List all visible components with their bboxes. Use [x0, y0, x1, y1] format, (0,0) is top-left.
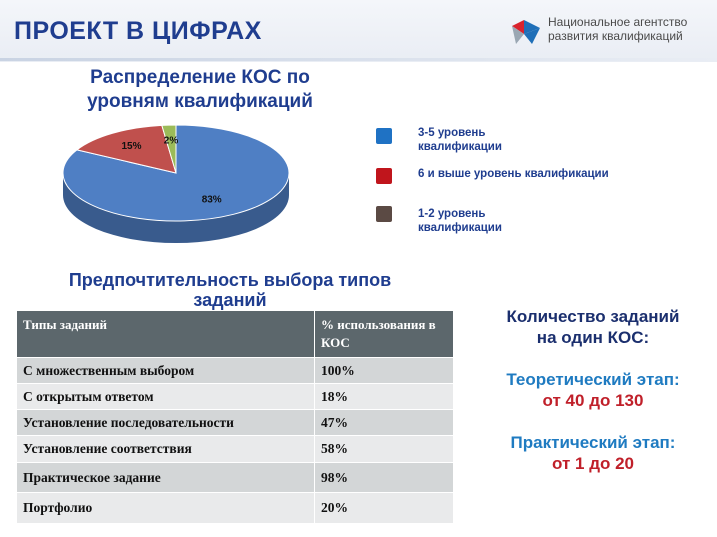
legend-label-line2: квалификации [418, 141, 502, 153]
legend-label: 1-2 уровень квалификации [418, 207, 502, 235]
page-title: ПРОЕКТ В ЦИФРАХ [14, 17, 262, 45]
pie-legend: 3-5 уровень квалификации 6 и выше уровен… [376, 126, 706, 246]
agency-name-line1: Национальное агентство [548, 15, 688, 29]
tasks-per-kos-summary: Количество заданий на один КОС: Теоретич… [478, 306, 708, 474]
table-title-line1: Предпочтительность выбора типов [68, 270, 392, 290]
pie-slice-side [63, 173, 289, 243]
pie-slice [75, 124, 177, 174]
summary-heading-line2: на один КОС: [536, 328, 650, 347]
table-header-row: Типы заданий % использования в КОС [17, 311, 453, 358]
table-row: Практическое задание 98% [17, 462, 453, 493]
cell-type: Практическое задание [17, 462, 315, 493]
agency-name-line2: развития квалификаций [548, 29, 683, 43]
table-row: Портфолио 20% [17, 492, 453, 523]
task-types-table: Типы заданий % использования в КОС С мно… [17, 311, 453, 523]
pie-data-label: 15% [121, 141, 141, 152]
header-divider [0, 58, 717, 61]
pie-data-label: 2% [164, 136, 179, 147]
legend-swatch [376, 206, 392, 222]
header-bar [0, 0, 717, 62]
pie-data-label: 83% [202, 195, 222, 206]
cell-percent: 98% [314, 462, 453, 493]
legend-swatch [376, 168, 392, 184]
practice-stage-value: от 1 до 20 [552, 454, 634, 473]
table-row: С открытым ответом 18% [17, 383, 453, 410]
pie-slice [161, 124, 177, 174]
cell-percent: 47% [314, 409, 453, 436]
column-header-type: Типы заданий [17, 311, 315, 358]
pie-chart-title: Распределение КОС по уровням квалификаци… [60, 66, 340, 114]
cell-percent: 20% [314, 492, 453, 523]
practice-stage-label: Практический этап: [510, 433, 676, 452]
theory-stage-label: Теоретический этап: [506, 370, 680, 389]
pie-chart-title-line2: уровням квалификаций [87, 91, 313, 112]
table-title: Предпочтительность выбора типов заданий [30, 270, 430, 310]
table-row: Установление последовательности 47% [17, 409, 453, 436]
table-row: Установление соответствия 58% [17, 435, 453, 463]
legend-label-line1: 3-5 уровень [418, 127, 486, 139]
theory-stage-value: от 40 до 130 [542, 391, 644, 410]
agency-name: Национальное агентство развития квалифик… [548, 15, 687, 43]
cell-type: Установление последовательности [17, 409, 315, 436]
legend-label-line1: 1-2 уровень [418, 208, 486, 220]
legend-label-line1: 6 и выше уровень квалификации [418, 168, 609, 180]
pie-chart-title-line1: Распределение КОС по [90, 67, 310, 88]
cell-type: С множественным выбором [17, 357, 315, 384]
summary-spacer [478, 348, 708, 369]
legend-swatch [376, 128, 392, 144]
agency-logo-icon [512, 20, 540, 44]
legend-label: 6 и выше уровень квалификации [418, 167, 609, 181]
table-row: С множественным выбором 100% [17, 357, 453, 384]
summary-spacer [478, 411, 708, 432]
cell-percent: 100% [314, 357, 453, 384]
pie-chart: 83% 15% 2% [62, 124, 290, 243]
cell-type: Установление соответствия [17, 435, 315, 463]
summary-heading-line1: Количество заданий [506, 307, 680, 326]
cell-type: С открытым ответом [17, 383, 315, 410]
cell-type: Портфолио [17, 492, 315, 523]
legend-label-line2: квалификации [418, 222, 502, 234]
agency-logo: Национальное агентство развития квалифик… [508, 14, 708, 50]
cell-percent: 18% [314, 383, 453, 410]
table-title-line2: заданий [193, 290, 267, 310]
column-header-percent: % использования в КОС [314, 311, 453, 358]
cell-percent: 58% [314, 435, 453, 463]
legend-label: 3-5 уровень квалификации [418, 126, 502, 154]
